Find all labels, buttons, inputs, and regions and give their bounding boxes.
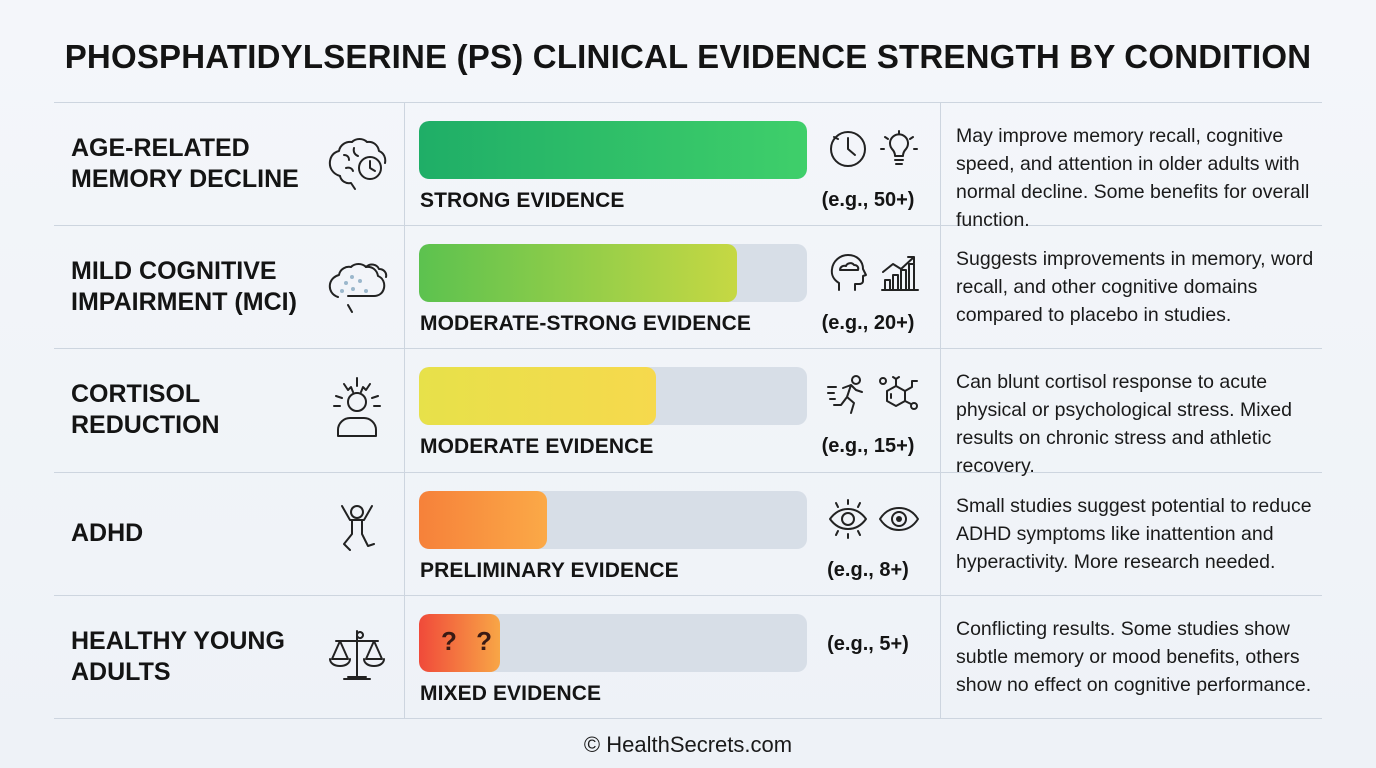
study-count: (e.g., 20+) [821,312,915,334]
evidence-bar [419,367,656,425]
condition-label: AGE-RELATED MEMORY DECLINE [71,133,299,193]
row-divider [54,718,1322,719]
evidence-level-label: MODERATE EVIDENCE [420,435,654,458]
evidence-description: Suggests improvements in memory, word re… [956,248,1314,326]
table-row: AGE-RELATED MEMORY DECLINE STRONG EVIDEN… [54,102,1322,231]
row-divider [54,102,1322,103]
evidence-level-label: MIXED EVIDENCE [420,682,602,705]
table-row: MILD COGNITIVE IMPAIRMENT (MCI) MODERATE… [54,225,1322,348]
row-divider [54,348,1322,349]
head-cloud-icon [826,250,870,294]
evidence-level-label: MODERATE-STRONG EVIDENCE [420,312,752,335]
evidence-bar [419,614,501,672]
evidence-description: Can blunt cortisol response to acute phy… [956,371,1292,477]
condition-label: HEALTHY YOUNG ADULTS [71,626,285,686]
uncertainty-marks: ? ? [441,626,498,656]
row-divider [54,225,1322,226]
evidence-bar-track [419,367,807,425]
study-count: (e.g., 5+) [827,633,909,655]
page-title: PHOSPHATIDYLSERINE (PS) CLINICAL EVIDENC… [64,38,1312,75]
brain-clock-icon [322,128,392,198]
evidence-bar-track [419,244,807,302]
running-person-icon [826,373,870,417]
eye-icon [877,497,921,541]
evidence-level-label: PRELIMINARY EVIDENCE [420,559,679,582]
study-count: (e.g., 50+) [821,189,915,211]
evidence-bar [419,121,807,179]
row-divider [54,595,1322,596]
condition-label: CORTISOL REDUCTION [71,379,220,439]
evidence-description: Small studies suggest potential to reduc… [956,495,1312,573]
condition-label: ADHD [71,519,144,547]
evidence-description: Conflicting results. Some studies show s… [956,618,1312,696]
balance-scale-icon [322,621,392,691]
row-divider [54,472,1322,473]
evidence-bar-track: ? ? [419,614,807,672]
evidence-table: AGE-RELATED MEMORY DECLINE STRONG EVIDEN… [54,102,1322,719]
table-row: HEALTHY YOUNG ADULTS ? ? MIXED EVIDENCE … [54,595,1322,718]
evidence-bar-track [419,121,807,179]
column-divider [940,102,941,719]
condition-label: MILD COGNITIVE IMPAIRMENT (MCI) [71,256,297,316]
evidence-level-label: STRONG EVIDENCE [420,189,625,212]
evidence-bar-track [419,491,807,549]
jumping-child-icon [322,498,392,568]
evidence-description: May improve memory recall, cognitive spe… [956,125,1310,231]
stressed-person-icon [322,374,392,444]
evidence-bar [419,244,738,302]
bar-growth-icon [877,250,921,294]
table-row: CORTISOL REDUCTION MODERATE EVIDENCE (e.… [54,348,1322,477]
focus-eye-icon [826,497,870,541]
molecule-icon [877,373,921,417]
study-count: (e.g., 15+) [821,435,915,457]
evidence-bar [419,491,548,549]
clock-icon [826,127,870,171]
column-divider [404,102,405,719]
foggy-brain-icon [322,251,392,321]
lightbulb-icon [877,127,921,171]
copyright-footer: © HealthSecrets.com [583,732,793,757]
table-row: ADHD PRELIMINARY EVIDENCE (e.g., 8+) Sma… [54,472,1322,595]
study-count: (e.g., 8+) [827,559,909,581]
